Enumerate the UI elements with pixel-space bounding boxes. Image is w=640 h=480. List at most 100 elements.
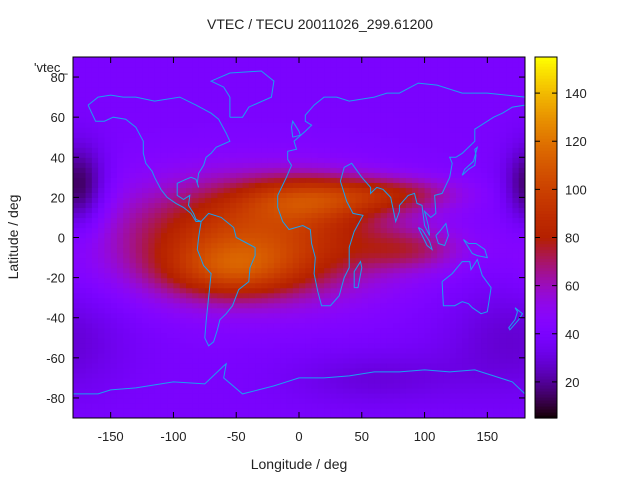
heatmap-cell <box>418 87 426 93</box>
heatmap-cell <box>85 297 93 304</box>
heatmap-cell <box>142 202 149 209</box>
heatmap-cell <box>305 72 313 78</box>
heatmap-cell <box>393 117 401 123</box>
heatmap-cell <box>148 407 156 414</box>
heatmap-cell <box>148 392 156 399</box>
heatmap-cell <box>179 322 187 329</box>
heatmap-cell <box>242 222 250 229</box>
heatmap-cell <box>98 282 105 289</box>
heatmap-cell <box>386 362 394 369</box>
heatmap-cell <box>349 217 357 224</box>
heatmap-cell <box>135 242 143 249</box>
heatmap-cell <box>493 392 501 399</box>
heatmap-cell <box>355 232 363 239</box>
heatmap-cell <box>368 292 375 299</box>
heatmap-cell <box>412 322 419 329</box>
heatmap-cell <box>430 332 438 339</box>
heatmap-cell <box>336 307 344 314</box>
heatmap-cell <box>355 387 363 394</box>
heatmap-cell <box>73 322 80 329</box>
heatmap-cell <box>468 192 476 198</box>
heatmap-cell <box>292 267 300 274</box>
heatmap-cell <box>116 172 124 178</box>
heatmap-cell <box>468 172 476 178</box>
heatmap-cell <box>468 377 476 384</box>
heatmap-cell <box>73 82 80 88</box>
heatmap-cell <box>91 327 99 334</box>
heatmap-cell <box>160 292 168 299</box>
heatmap-cell <box>248 232 256 239</box>
heatmap-cell <box>462 317 470 324</box>
heatmap-cell <box>192 117 200 123</box>
heatmap-cell <box>173 167 181 173</box>
heatmap-cell <box>506 117 514 123</box>
heatmap-cell <box>255 217 262 224</box>
heatmap-cell <box>154 352 162 359</box>
heatmap-cell <box>173 282 181 289</box>
heatmap-cell <box>292 282 300 289</box>
heatmap-cell <box>280 207 288 214</box>
heatmap-cell <box>204 172 212 178</box>
heatmap-cell <box>449 352 457 359</box>
heatmap-cell <box>506 342 514 349</box>
heatmap-cell <box>499 287 507 294</box>
heatmap-cell <box>481 222 488 229</box>
heatmap-cell <box>242 312 250 319</box>
heatmap-cell <box>299 182 306 188</box>
heatmap-cell <box>248 102 256 108</box>
heatmap-cell <box>449 337 457 344</box>
heatmap-cell <box>198 282 206 289</box>
heatmap-cell <box>487 142 495 148</box>
heatmap-cell <box>393 207 401 214</box>
heatmap-cell <box>192 387 200 394</box>
heatmap-cell <box>487 267 495 274</box>
heatmap-cell <box>110 107 118 113</box>
heatmap-cell <box>236 202 244 209</box>
heatmap-cell <box>512 262 520 269</box>
heatmap-cell <box>437 387 444 394</box>
heatmap-cell <box>85 412 93 418</box>
heatmap-cell <box>455 312 463 319</box>
heatmap-cell <box>85 157 93 163</box>
heatmap-cell <box>223 187 231 193</box>
heatmap-cell <box>330 137 338 143</box>
heatmap-cell <box>405 247 413 254</box>
heatmap-cell <box>236 397 244 404</box>
heatmap-cell <box>355 342 363 349</box>
heatmap-cell <box>487 187 495 193</box>
heatmap-cell <box>91 132 99 138</box>
heatmap-cell <box>499 327 507 334</box>
heatmap-cell <box>273 302 281 309</box>
heatmap-cell <box>255 187 262 193</box>
heatmap-cell <box>487 357 495 364</box>
heatmap-cell <box>91 347 99 354</box>
heatmap-cell <box>129 292 137 299</box>
heatmap-cell <box>449 222 457 229</box>
heatmap-cell <box>267 307 275 314</box>
heatmap-cell <box>405 137 413 143</box>
heatmap-cell <box>324 297 331 304</box>
heatmap-cell <box>167 362 175 369</box>
heatmap-cell <box>386 142 394 148</box>
heatmap-cell <box>91 217 99 224</box>
heatmap-cell <box>317 227 325 234</box>
heatmap-cell <box>160 137 168 143</box>
heatmap-cell <box>393 407 401 414</box>
heatmap-cell <box>110 357 118 364</box>
heatmap-cell <box>424 207 432 214</box>
heatmap-cell <box>512 242 520 249</box>
heatmap-cell <box>236 367 244 374</box>
heatmap-cell <box>405 322 413 329</box>
heatmap-cell <box>229 172 237 178</box>
heatmap-cell <box>135 372 143 379</box>
heatmap-cell <box>481 367 488 374</box>
heatmap-cell <box>116 77 124 83</box>
heatmap-cell <box>481 392 488 399</box>
heatmap-cell <box>330 72 338 78</box>
heatmap-cell <box>462 302 470 309</box>
heatmap-cell <box>405 142 413 148</box>
heatmap-cell <box>223 137 231 143</box>
heatmap-cell <box>418 167 426 173</box>
heatmap-cell <box>154 317 162 324</box>
heatmap-cell <box>104 162 112 168</box>
